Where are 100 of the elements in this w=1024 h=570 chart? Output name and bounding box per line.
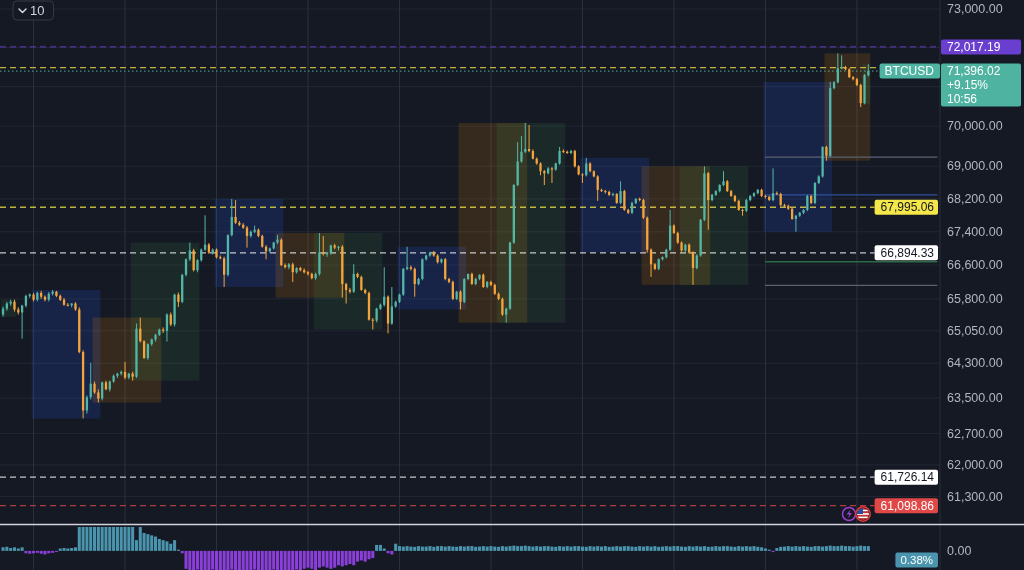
bar <box>237 550 241 570</box>
bar <box>775 548 779 551</box>
bar <box>733 546 737 551</box>
bar <box>96 527 100 551</box>
bar <box>154 536 158 551</box>
bar <box>706 546 710 551</box>
bar <box>169 543 173 551</box>
bar <box>710 546 714 551</box>
bar <box>535 546 539 551</box>
bar <box>405 546 409 551</box>
candlestick <box>524 122 527 154</box>
bar <box>584 546 588 551</box>
bar <box>123 527 127 551</box>
bar <box>443 546 447 551</box>
bar <box>782 546 786 551</box>
bar <box>668 546 672 551</box>
bar <box>565 546 569 551</box>
bar <box>165 541 169 551</box>
bar <box>283 550 287 570</box>
bar <box>817 546 821 551</box>
bar <box>344 550 348 566</box>
bar <box>672 546 676 551</box>
bar <box>569 546 573 551</box>
bar <box>840 545 844 551</box>
candlestick <box>222 256 226 288</box>
bar <box>39 550 43 554</box>
y-tick-label: 68,200.00 <box>947 191 1003 206</box>
y-tick-label: 67,400.00 <box>947 224 1003 239</box>
bar <box>188 550 192 570</box>
bar <box>462 546 466 551</box>
bar <box>550 546 554 551</box>
bar <box>832 546 836 551</box>
bar <box>748 546 752 551</box>
bar <box>62 548 66 551</box>
bar <box>588 546 592 551</box>
bar <box>306 550 310 568</box>
bar <box>256 550 260 570</box>
y-tick-label: 65,050.00 <box>947 323 1003 338</box>
bar <box>603 546 607 551</box>
bar <box>150 535 154 551</box>
bar <box>836 546 840 551</box>
bar <box>119 527 123 551</box>
bar <box>222 550 226 570</box>
y-tick-label: 64,300.00 <box>947 356 1003 371</box>
text: 10:56 <box>947 92 978 107</box>
bar <box>790 546 794 551</box>
candlestick <box>101 381 104 401</box>
candlestick <box>611 192 615 197</box>
bar <box>70 548 74 551</box>
bar <box>805 546 809 551</box>
bar <box>401 546 405 551</box>
bar <box>112 527 116 551</box>
bar <box>161 540 165 551</box>
bar <box>436 546 440 551</box>
bar <box>493 546 497 551</box>
bar <box>676 546 680 551</box>
bar <box>409 546 413 551</box>
bar <box>653 546 657 551</box>
bar <box>538 546 543 551</box>
bar <box>721 546 726 551</box>
bar <box>394 543 398 551</box>
candlestick <box>550 166 554 184</box>
bar <box>131 527 135 551</box>
bar <box>615 546 619 551</box>
bar <box>504 546 508 551</box>
bar <box>230 550 234 570</box>
bar <box>512 545 516 551</box>
bar <box>630 546 634 551</box>
bar <box>744 546 748 551</box>
bar <box>287 550 291 570</box>
y-tick-label: 69,000.00 <box>947 159 1003 174</box>
bar <box>295 550 299 570</box>
bar <box>531 546 535 551</box>
bar <box>851 546 855 551</box>
bar <box>729 546 733 551</box>
bar <box>786 546 790 551</box>
candlestick <box>123 361 127 380</box>
text: +9.15% <box>947 78 989 93</box>
bar <box>699 546 703 551</box>
bar <box>329 550 333 569</box>
bar <box>127 527 131 551</box>
bar <box>157 538 161 551</box>
bar <box>192 550 196 570</box>
candlestick <box>318 232 321 277</box>
bar <box>93 527 97 551</box>
candlestick <box>459 289 462 310</box>
candlestick <box>371 317 374 331</box>
candlestick <box>619 180 622 205</box>
bar <box>718 546 722 551</box>
bar <box>245 550 249 570</box>
bar <box>691 546 695 551</box>
candlestick <box>623 189 626 212</box>
bar <box>195 550 199 570</box>
bar <box>725 546 729 551</box>
bar <box>20 547 24 551</box>
bar <box>481 546 485 551</box>
bar <box>321 550 325 567</box>
bar <box>634 546 638 551</box>
bar <box>275 550 280 570</box>
bar <box>714 546 718 551</box>
